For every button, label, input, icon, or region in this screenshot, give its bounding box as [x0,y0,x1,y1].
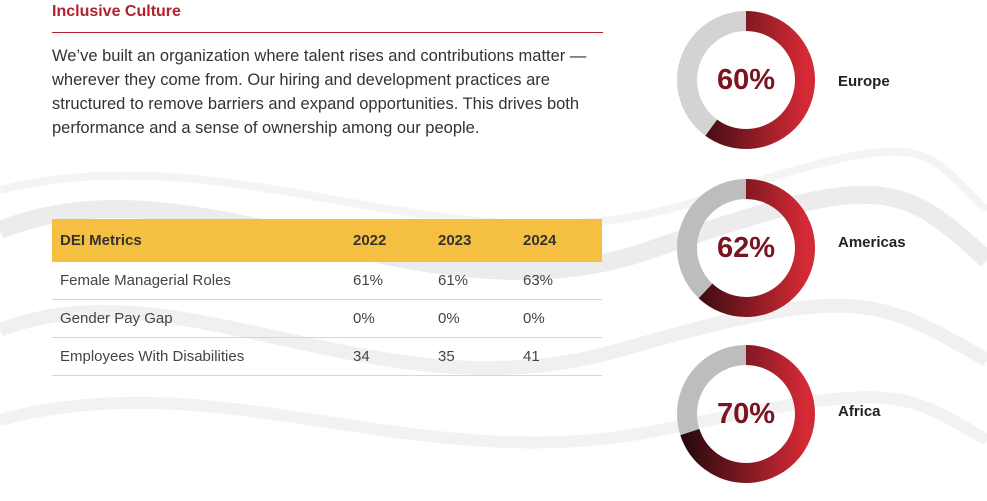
region-label-africa: Africa [838,403,881,420]
metric-value-2023: 35 [430,337,515,376]
table-header-row: DEI Metrics 2022 2023 2024 [52,219,602,262]
metric-value-2024: 63% [515,262,602,300]
ring-progress [677,11,815,149]
donut-africa: 70% [676,344,816,484]
donut-europe: 60% [676,10,816,150]
column-header-2022: 2022 [345,219,430,262]
metric-value-2024: 0% [515,299,602,338]
metric-value-2022: 61% [345,262,430,300]
dei-metrics-table: DEI Metrics 2022 2023 2024 Female Manage… [52,219,602,376]
metric-value-2023: 0% [430,299,515,338]
column-header-2023: 2023 [430,219,515,262]
metric-name: Employees With Disabilities [52,337,345,376]
table-row: Female Managerial Roles 61% 61% 63% [52,262,602,300]
column-header-metric: DEI Metrics [52,219,345,262]
metric-value-2024: 41 [515,337,602,376]
ring-progress [677,179,815,317]
region-label-americas: Americas [838,234,906,251]
donut-value-africa: 70% [716,397,776,430]
intro-paragraph: We’ve built an organization where talent… [52,47,587,137]
column-header-2024: 2024 [515,219,602,262]
donut-americas: 62% [676,178,816,318]
donut-value-americas: 62% [716,231,776,264]
table-row: Gender Pay Gap 0% 0% 0% [52,299,602,338]
metric-value-2023: 61% [430,262,515,300]
table-row: Employees With Disabilities 34 35 41 [52,337,602,376]
region-label-europe: Europe [838,73,890,90]
section-title: Inclusive Culture [52,3,181,20]
metric-value-2022: 0% [345,299,430,338]
donut-value-europe: 60% [716,63,776,96]
metric-name: Female Managerial Roles [52,262,345,300]
ring-progress [677,345,815,483]
title-divider [52,32,603,33]
metric-name: Gender Pay Gap [52,299,345,338]
metric-value-2022: 34 [345,337,430,376]
